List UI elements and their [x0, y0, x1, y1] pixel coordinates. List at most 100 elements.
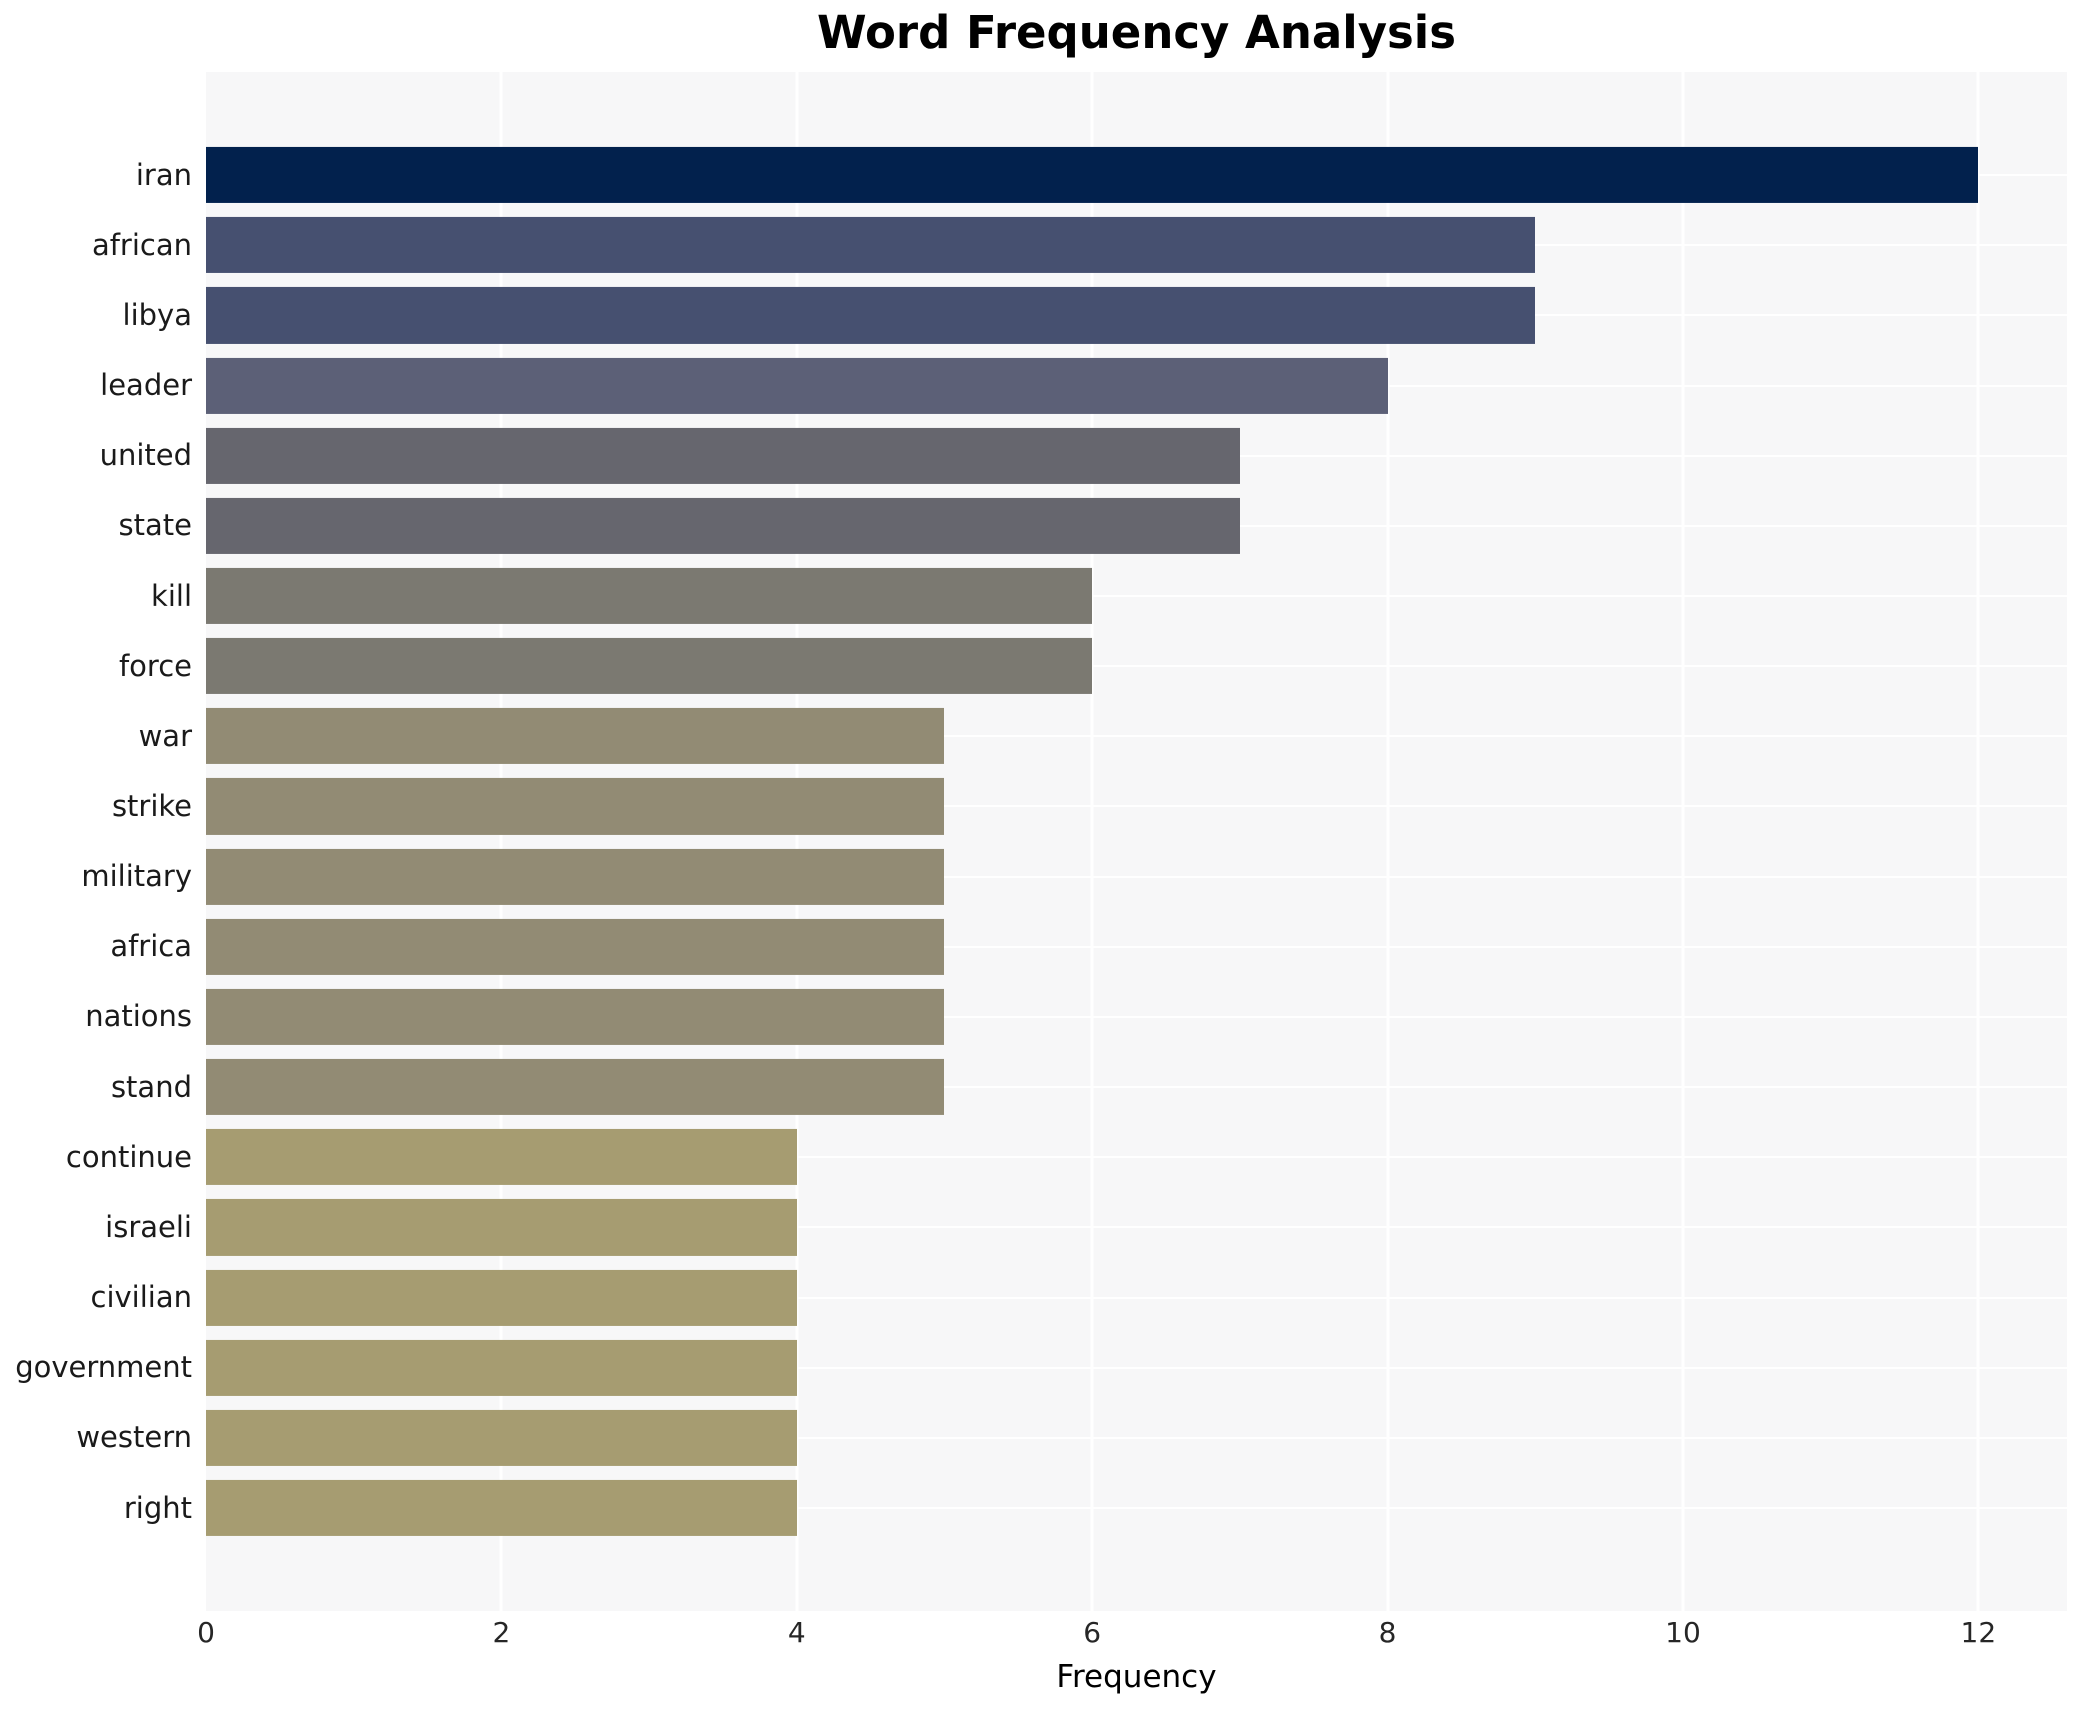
- gridline-x-8: [1386, 72, 1390, 1611]
- bar-row-leader: [206, 350, 2067, 420]
- bar-row-force: [206, 631, 2067, 701]
- gridline-y-kill: [206, 595, 2067, 598]
- bar-government: [206, 1339, 797, 1396]
- y-label-row-united: united: [0, 421, 192, 491]
- x-axis-ticks: 0 2 4 6 8 10 12: [0, 1619, 2085, 1653]
- x-tick-12: 12: [1960, 1616, 1997, 1649]
- bar-row-government: [206, 1333, 2067, 1403]
- bar-united: [206, 427, 1240, 484]
- y-label-government: government: [15, 1350, 192, 1385]
- y-label-africa: africa: [110, 929, 192, 964]
- bar-continue: [206, 1129, 797, 1186]
- y-label-civilian: civilian: [90, 1280, 193, 1315]
- y-label-united: united: [99, 438, 192, 473]
- bar-row-continue: [206, 1122, 2067, 1192]
- y-label-row-nations: nations: [0, 982, 192, 1052]
- bar-western: [206, 1409, 797, 1466]
- x-tick-10: 10: [1665, 1616, 1701, 1649]
- bar-war: [206, 708, 945, 765]
- gridline-y-war: [206, 735, 2067, 738]
- bar-row-war: [206, 701, 2067, 771]
- y-label-row-war: war: [0, 701, 192, 771]
- gridline-y-continue: [206, 1156, 2067, 1159]
- y-label-libya: libya: [122, 297, 192, 332]
- y-label-force: force: [118, 648, 192, 683]
- bar-row-libya: [206, 280, 2067, 350]
- bar-israeli: [206, 1199, 797, 1256]
- bar-row-israeli: [206, 1192, 2067, 1262]
- plot-area: [206, 72, 2067, 1611]
- y-label-row-military: military: [0, 842, 192, 912]
- bar-row-african: [206, 210, 2067, 280]
- y-label-row-civilian: civilian: [0, 1263, 193, 1333]
- gridline-x-4: [795, 72, 799, 1611]
- bar-row-united: [206, 421, 2067, 491]
- bar-african: [206, 217, 1536, 274]
- gridline-y-africa: [206, 945, 2067, 948]
- y-label-kill: kill: [151, 578, 192, 613]
- bar-row-right: [206, 1473, 2067, 1543]
- y-label-western: western: [76, 1420, 192, 1455]
- gridline-x-2: [499, 72, 503, 1611]
- bar-row-stand: [206, 1052, 2067, 1122]
- bar-military: [206, 848, 945, 905]
- gridline-x-6: [1090, 72, 1094, 1611]
- bar-state: [206, 497, 1240, 554]
- y-label-iran: iran: [135, 157, 192, 192]
- gridline-y-military: [206, 875, 2067, 878]
- bar-row-civilian: [206, 1263, 2067, 1333]
- bar-row-africa: [206, 912, 2067, 982]
- bar-force: [206, 638, 1093, 695]
- y-axis-labels: iran african libya leader united state kill for…: [0, 72, 192, 1611]
- gridline-x-12: [1976, 72, 1980, 1611]
- y-label-stand: stand: [110, 1069, 192, 1104]
- y-label-row-force: force: [0, 631, 192, 701]
- y-label-row-state: state: [0, 491, 192, 561]
- bar-row-state: [206, 491, 2067, 561]
- chart-title: Word Frequency Analysis: [816, 6, 1457, 59]
- bar-stand: [206, 1059, 945, 1116]
- y-label-state: state: [118, 508, 192, 543]
- bar-right: [206, 1479, 797, 1537]
- bar-iran: [206, 147, 1979, 204]
- y-label-right: right: [123, 1490, 192, 1525]
- y-label-row-stand: stand: [0, 1052, 192, 1122]
- y-label-row-africa: africa: [0, 912, 192, 982]
- bar-strike: [206, 778, 945, 835]
- gridline-y-right: [206, 1507, 2067, 1510]
- bar-africa: [206, 918, 945, 975]
- y-label-strike: strike: [111, 788, 192, 823]
- y-label-military: military: [81, 859, 192, 894]
- y-label-war: war: [138, 718, 192, 753]
- y-label-row-government: government: [0, 1333, 192, 1403]
- bars-container: [206, 72, 2067, 1611]
- y-label-row-leader: leader: [0, 350, 192, 420]
- bar-row-strike: [206, 771, 2067, 841]
- bar-row-kill: [206, 561, 2067, 631]
- x-tick-0: 0: [197, 1616, 215, 1649]
- y-label-israeli: israeli: [105, 1209, 192, 1244]
- x-tick-8: 8: [1378, 1616, 1397, 1649]
- x-tick-4: 4: [787, 1616, 806, 1649]
- gridline-x-10: [1681, 72, 1685, 1611]
- gridline-y-strike: [206, 805, 2067, 808]
- bar-kill: [206, 567, 1093, 625]
- bar-libya: [206, 287, 1536, 344]
- gridline-y-israeli: [206, 1226, 2067, 1229]
- bar-row-nations: [206, 982, 2067, 1052]
- y-label-row-iran: iran: [0, 140, 192, 210]
- x-tick-2: 2: [492, 1616, 511, 1649]
- y-label-row-israeli: israeli: [0, 1192, 192, 1262]
- gridline-y-stand: [206, 1086, 2067, 1089]
- y-label-african: african: [91, 227, 192, 262]
- gridline-y-force: [206, 665, 2067, 668]
- bar-civilian: [206, 1269, 797, 1326]
- gridline-y-nations: [206, 1015, 2067, 1018]
- y-label-leader: leader: [100, 368, 192, 403]
- y-label-nations: nations: [85, 999, 192, 1034]
- gridline-y-government: [206, 1366, 2067, 1369]
- gridline-y-western: [206, 1436, 2067, 1439]
- x-tick-6: 6: [1083, 1616, 1102, 1649]
- x-axis-label: Frequency: [1056, 1659, 1217, 1695]
